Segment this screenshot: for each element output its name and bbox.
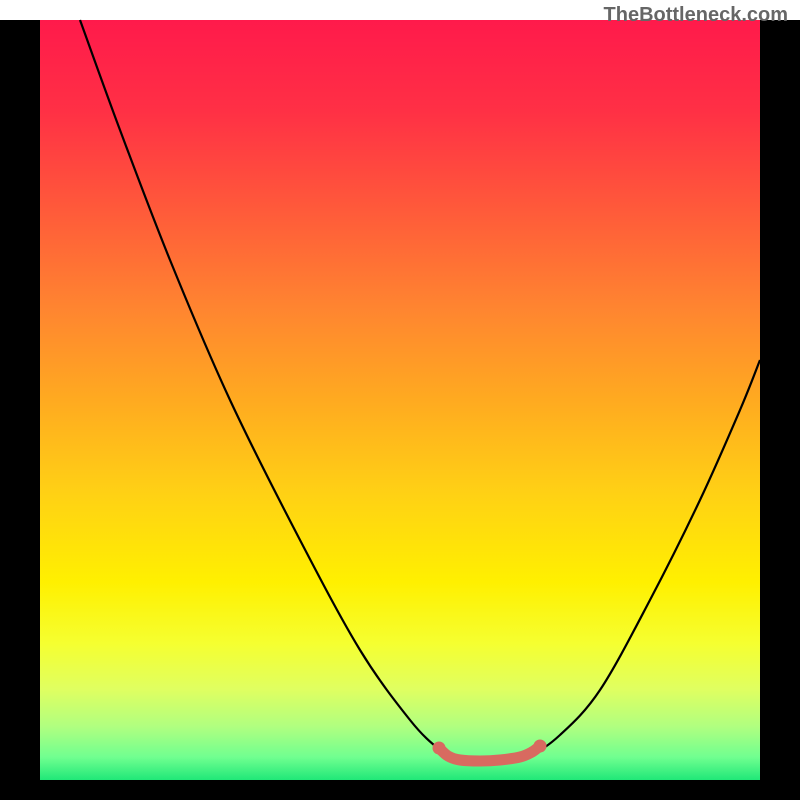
plot-background — [40, 20, 760, 780]
bottleneck-chart — [0, 0, 800, 800]
highlight-end-dot — [534, 740, 547, 753]
attribution-text: TheBottleneck.com — [604, 4, 788, 27]
frame-left — [0, 20, 40, 800]
frame-bottom — [0, 780, 800, 800]
frame-right — [760, 20, 800, 800]
chart-container: TheBottleneck.com — [0, 0, 800, 800]
highlight-start-dot — [433, 742, 446, 755]
